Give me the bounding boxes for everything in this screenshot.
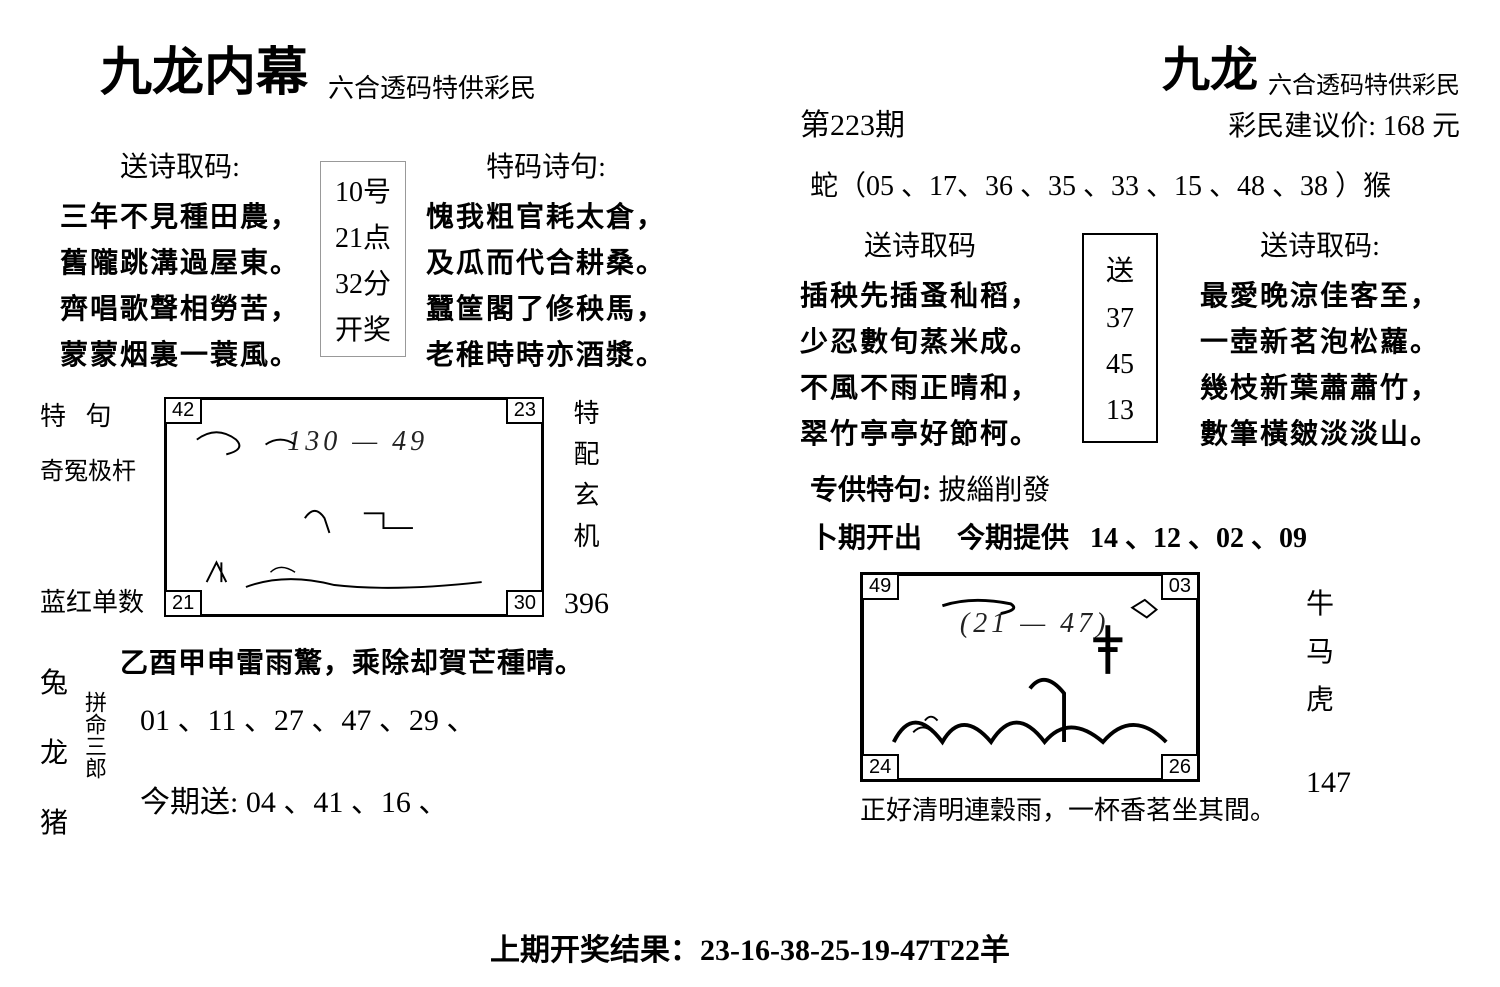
snake-line: 蛇（05 、17、36 、35 、33 、15 、48 、38 ）猴: [810, 164, 1460, 204]
r-animal: 马: [1306, 630, 1351, 670]
poem-right-label: 特码诗句:: [426, 145, 666, 185]
side-top: 特 句: [40, 396, 144, 433]
doodle-icon: [187, 420, 521, 597]
right-brand: 九龙: [1162, 30, 1258, 100]
special-text: 披緇削發: [938, 475, 1050, 506]
left-sketch: 42 23 21 30 130 — 49: [164, 397, 544, 617]
side-bottom: 蓝红单数: [40, 582, 144, 619]
center-box-line: 21点: [335, 216, 391, 256]
r-poem-left-line: 不風不雨正晴和，: [800, 366, 1040, 406]
r-animal: 虎: [1306, 678, 1351, 718]
provide-label: 今期提供: [957, 523, 1069, 554]
r-poem-left-line: 翠竹亭亭好節柯。: [800, 412, 1040, 452]
poem-right-line: 蠶筐閣了修秧馬，: [426, 287, 666, 327]
r-poem-right-line: 幾枝新葉蕭蕭竹，: [1200, 366, 1440, 406]
left-subtitle: 六合透码特供彩民: [328, 68, 536, 105]
poem-left-label: 送诗取码:: [60, 145, 300, 185]
r-poem-right-label: 送诗取码:: [1200, 224, 1440, 264]
send-label: 今期送:: [140, 786, 238, 819]
poem-right-line: 老稚時時亦酒漿。: [426, 333, 666, 373]
r-poem-right-line: 最愛晚涼佳客至，: [1200, 274, 1440, 314]
right-center-box: 送 37 45 13: [1082, 233, 1158, 443]
left-center-box: 10号 21点 32分 开奖: [320, 161, 406, 357]
poem-right-line: 愧我粗官耗太倉，: [426, 195, 666, 235]
poem-right-line: 及瓜而代合耕桑。: [426, 241, 666, 281]
r-poem-left-line: 插秧先插蚤秈稻，: [800, 274, 1040, 314]
prev-label: 卜期开出: [810, 523, 922, 554]
send-nums: 04 、41 、16 、: [246, 786, 449, 819]
te: 特: [574, 393, 600, 430]
r-poem-left-line: 少忍數旬蒸米成。: [800, 320, 1040, 360]
rcb: 13: [1106, 395, 1134, 427]
r-poem-right-line: 一壺新茗泡松蘿。: [1200, 320, 1440, 360]
rcb: 37: [1106, 303, 1134, 335]
pin-label: 拼命三郎: [78, 641, 110, 841]
bottom-nums: 01 、11 、27 、47 、29 、: [120, 695, 584, 739]
num-147: 147: [1306, 766, 1351, 800]
center-box-line: 32分: [335, 262, 391, 302]
zodiac: 兔: [40, 661, 68, 701]
r-poem-left-label: 送诗取码: [800, 224, 1040, 264]
num-396: 396: [564, 587, 609, 621]
poem-left-line: 舊隴跳溝過屋東。: [60, 241, 300, 281]
r-animal: 牛: [1306, 582, 1351, 622]
price: 彩民建议价: 168 元: [1228, 104, 1460, 144]
r-poem-right-line: 數筆橫皴淡淡山。: [1200, 412, 1440, 452]
issue-number: 第223期: [800, 100, 905, 144]
doodle-icon: [884, 596, 1176, 761]
rcb: 45: [1106, 349, 1134, 381]
poem-left-line: 蒙蒙烟裏一蓑風。: [60, 333, 300, 373]
footer-result: 上期开奖结果：23-16-38-25-19-47T22羊: [0, 925, 1500, 969]
special-label: 专供特句:: [810, 475, 931, 506]
ji: 机: [574, 516, 600, 553]
zodiac: 猪: [40, 801, 68, 841]
center-box-line: 开奖: [335, 308, 391, 348]
center-box-line: 10号: [335, 170, 391, 210]
zodiac: 龙: [40, 731, 68, 771]
right-sketch: 49 03 24 26 (21 — 47): [860, 572, 1200, 782]
r-caption: 正好清明連穀雨，一杯香茗坐其間。: [860, 790, 1276, 827]
bottom-text1: 乙酉甲申雷雨驚，乘除却賀芒種晴。: [120, 641, 584, 681]
side-small: 奇冤极杆: [40, 451, 144, 486]
poem-left-line: 齊唱歌聲相勞苦，: [60, 287, 300, 327]
pei: 配: [574, 434, 600, 471]
rcb: 送: [1106, 249, 1134, 289]
poem-left-line: 三年不見種田農，: [60, 195, 300, 235]
xuan: 玄: [574, 475, 600, 512]
provide-nums: 14 、12 、02 、09: [1090, 523, 1307, 554]
left-title: 九龙内幕: [100, 30, 308, 105]
right-brand-sub: 六合透码特供彩民: [1268, 65, 1460, 100]
